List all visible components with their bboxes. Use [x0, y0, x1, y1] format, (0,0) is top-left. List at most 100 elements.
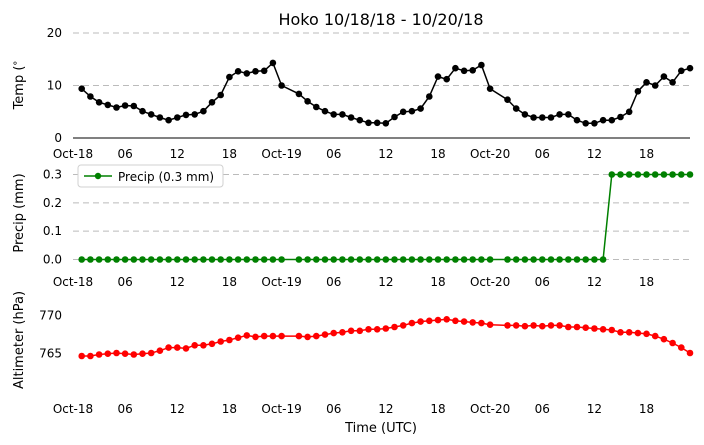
precip-data-point [452, 256, 459, 263]
temp-data-point [339, 111, 346, 118]
precip-data-point [321, 256, 329, 263]
precip-data-point [408, 256, 416, 263]
altimeter-data-point [243, 332, 251, 339]
temp-data-point [504, 96, 511, 103]
chart-title: Hoko 10/18/18 - 10/20/18 [278, 10, 483, 29]
altimeter-data-point [634, 329, 642, 337]
precip-xtick-label: Oct-20 [470, 275, 510, 289]
altimeter-data-point [321, 331, 329, 338]
precip-data-point [443, 256, 451, 263]
temp-xtick-label: 18 [222, 147, 237, 161]
altimeter-xtick-label: Oct-18 [53, 402, 93, 416]
temp-data-point [443, 75, 451, 83]
temp-data-point [191, 111, 198, 118]
temp-data-point [434, 73, 442, 80]
temp-data-point [208, 99, 216, 106]
precip-data-point [530, 256, 537, 263]
precip-data-point [565, 256, 572, 263]
precip-data-point [139, 256, 146, 263]
altimeter-data-point [382, 325, 390, 332]
temp-data-point [556, 111, 563, 118]
precip-xtick-label: Oct-19 [261, 275, 301, 289]
temp-xtick-label: 12 [170, 147, 185, 161]
temp-data-point [591, 120, 598, 127]
precip-data-point [460, 256, 468, 263]
temp-xtick-label: 06 [535, 147, 550, 161]
altimeter-data-point [582, 324, 589, 332]
precip-xtick-label: 12 [587, 275, 602, 289]
altimeter-data-point [660, 335, 668, 343]
precip-xtick-label: 12 [378, 275, 393, 289]
precip-data-point [200, 256, 207, 263]
temp-data-point [269, 59, 277, 67]
precip-data-point [539, 256, 546, 263]
precip-data-point [391, 256, 398, 263]
temp-data-point [547, 114, 555, 121]
precip-xtick-label: 06 [118, 275, 133, 289]
temp-data-point [582, 120, 589, 127]
temp-axis-label-main: Temp (° [12, 61, 27, 111]
precip-ytick-label: 0.2 [43, 196, 62, 210]
temp-data-point [678, 67, 685, 75]
precip-data-point [121, 256, 129, 263]
legend-marker [94, 172, 102, 180]
temp-data-point [130, 102, 138, 110]
precip-ytick-label: 0.1 [43, 224, 62, 238]
precip-data-point [191, 256, 198, 263]
precip-data-point [226, 256, 233, 263]
altimeter-data-point [591, 325, 598, 332]
altimeter-data-point [217, 338, 224, 345]
temp-data-point [147, 111, 155, 118]
temp-data-point [660, 73, 668, 80]
altimeter-xtick-label: 06 [326, 402, 341, 416]
altimeter-ytick-label: 770 [39, 308, 62, 322]
altimeter-data-point [399, 322, 407, 329]
altimeter-xtick-label: 18 [430, 402, 445, 416]
altimeter-ytick-label: 765 [39, 347, 62, 361]
temp-xtick-label: Oct-20 [470, 147, 510, 161]
temp-panel: 0 10 20 Oct-18 06 12 18 Oct-19 06 12 18 Oct-20 06 12… [12, 26, 694, 161]
altimeter-data-point [295, 332, 303, 340]
temp-data-point [330, 111, 338, 118]
altimeter-axis-label: Altimeter (hPa) [12, 291, 27, 389]
altimeter-data-point [147, 349, 155, 357]
temp-axis-label-part: Temp ( [12, 66, 27, 111]
precip-data-point [78, 256, 85, 263]
altimeter-data-point [504, 322, 511, 329]
altimeter-data-point [391, 323, 398, 331]
temp-data-point [95, 99, 103, 106]
temp-data-point [121, 102, 129, 109]
precip-data-point [365, 256, 372, 263]
altimeter-data-point [643, 330, 650, 338]
altimeter-data-point [347, 327, 355, 335]
precip-legend: Precip (0.3 mm) [77, 164, 224, 188]
altimeter-data-point [87, 352, 94, 360]
altimeter-data-point [208, 340, 216, 348]
altimeter-data-point [521, 322, 529, 330]
temp-data-point [113, 104, 120, 111]
altimeter-data-point [330, 329, 338, 337]
altimeter-data-point [426, 317, 433, 325]
temp-axis-label: Temp (° [12, 61, 27, 111]
precip-data-point [504, 256, 511, 263]
precip-data-point [313, 256, 320, 263]
temp-data-point [530, 114, 537, 121]
temp-data-point [669, 79, 676, 86]
precip-data-point [156, 256, 164, 263]
precip-xtick-label: 18 [639, 275, 654, 289]
altimeter-data-point [556, 322, 563, 329]
precip-data-point [356, 256, 364, 263]
precip-data-point [686, 171, 694, 178]
temp-data-point [625, 108, 633, 116]
temp-data-point [608, 116, 616, 124]
precip-data-point [87, 256, 94, 263]
temp-data-point [226, 73, 233, 81]
precip-data-point [330, 256, 338, 263]
altimeter-data-point [434, 316, 442, 324]
precip-data-point [182, 256, 190, 263]
temp-data-point [278, 82, 285, 89]
altimeter-xtick-label: 18 [639, 402, 654, 416]
altimeter-xtick-label: 12 [378, 402, 393, 416]
altimeter-data-point [313, 332, 320, 340]
precip-data-point [660, 171, 668, 178]
